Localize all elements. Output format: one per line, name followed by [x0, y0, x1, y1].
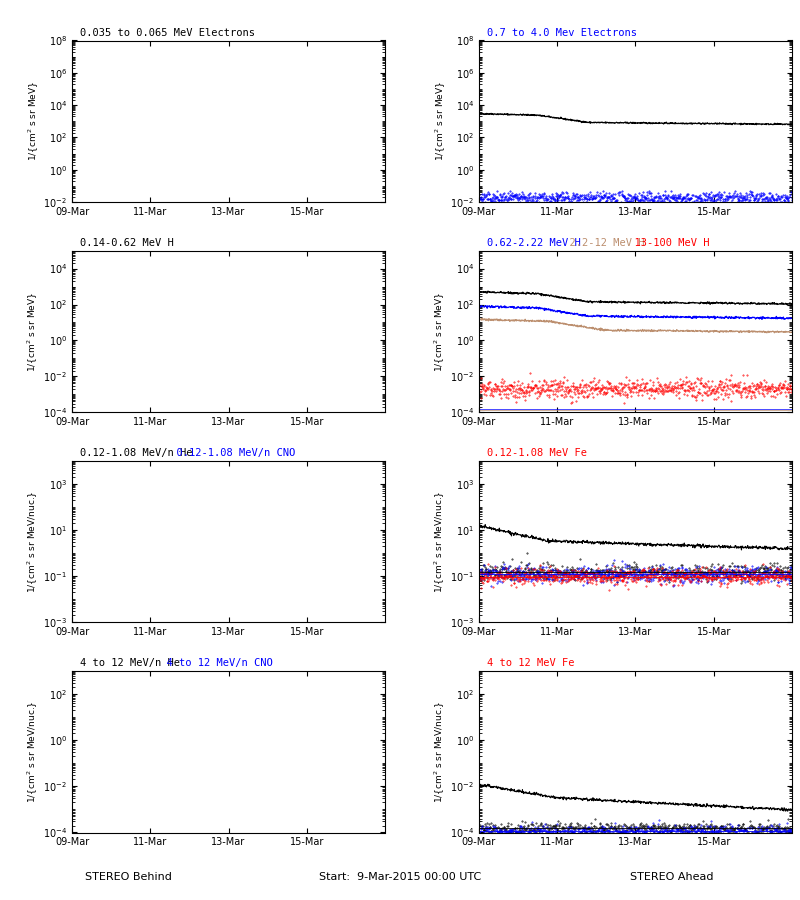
- Y-axis label: 1/{cm$^2$ s sr MeV/nuc.}: 1/{cm$^2$ s sr MeV/nuc.}: [26, 700, 40, 803]
- Text: Start:  9-Mar-2015 00:00 UTC: Start: 9-Mar-2015 00:00 UTC: [319, 872, 481, 882]
- Text: STEREO Ahead: STEREO Ahead: [630, 872, 714, 882]
- Y-axis label: 1/{cm$^2$ s sr MeV}: 1/{cm$^2$ s sr MeV}: [433, 292, 447, 372]
- Y-axis label: 1/{cm$^2$ s sr MeV/nuc.}: 1/{cm$^2$ s sr MeV/nuc.}: [433, 491, 447, 593]
- Text: 4 to 12 MeV/n CNO: 4 to 12 MeV/n CNO: [154, 658, 273, 668]
- Text: 0.12-1.08 MeV Fe: 0.12-1.08 MeV Fe: [487, 448, 599, 458]
- Text: 4 to 12 MeV Fe: 4 to 12 MeV Fe: [487, 658, 587, 668]
- Text: 4 to 12 MeV/n He: 4 to 12 MeV/n He: [80, 658, 180, 668]
- Text: 0.12-1.08 MeV/n He: 0.12-1.08 MeV/n He: [80, 448, 193, 458]
- Y-axis label: 1/{cm$^2$ s sr MeV/nuc.}: 1/{cm$^2$ s sr MeV/nuc.}: [26, 491, 40, 593]
- Text: 0.62-2.22 MeV H: 0.62-2.22 MeV H: [487, 238, 581, 248]
- Text: 0.7 to 4.0 Mev Electrons: 0.7 to 4.0 Mev Electrons: [487, 28, 650, 38]
- Y-axis label: 1/{cm$^2$ s sr MeV/nuc.}: 1/{cm$^2$ s sr MeV/nuc.}: [433, 700, 447, 803]
- Y-axis label: 1/{cm$^2$ s sr MeV}: 1/{cm$^2$ s sr MeV}: [434, 81, 447, 161]
- Text: 0.14-0.62 MeV H: 0.14-0.62 MeV H: [80, 238, 186, 248]
- Text: STEREO Behind: STEREO Behind: [85, 872, 171, 882]
- Y-axis label: 1/{cm$^2$ s sr MeV}: 1/{cm$^2$ s sr MeV}: [26, 292, 40, 372]
- Text: 0.035 to 0.065 MeV Electrons: 0.035 to 0.065 MeV Electrons: [80, 28, 267, 38]
- Text: 0.12-1.08 MeV/n CNO: 0.12-1.08 MeV/n CNO: [163, 448, 294, 458]
- Text: 13-100 MeV H: 13-100 MeV H: [622, 238, 709, 248]
- Text: 2.2-12 MeV H: 2.2-12 MeV H: [557, 238, 644, 248]
- Y-axis label: 1/{cm$^2$ s sr MeV}: 1/{cm$^2$ s sr MeV}: [26, 81, 41, 161]
